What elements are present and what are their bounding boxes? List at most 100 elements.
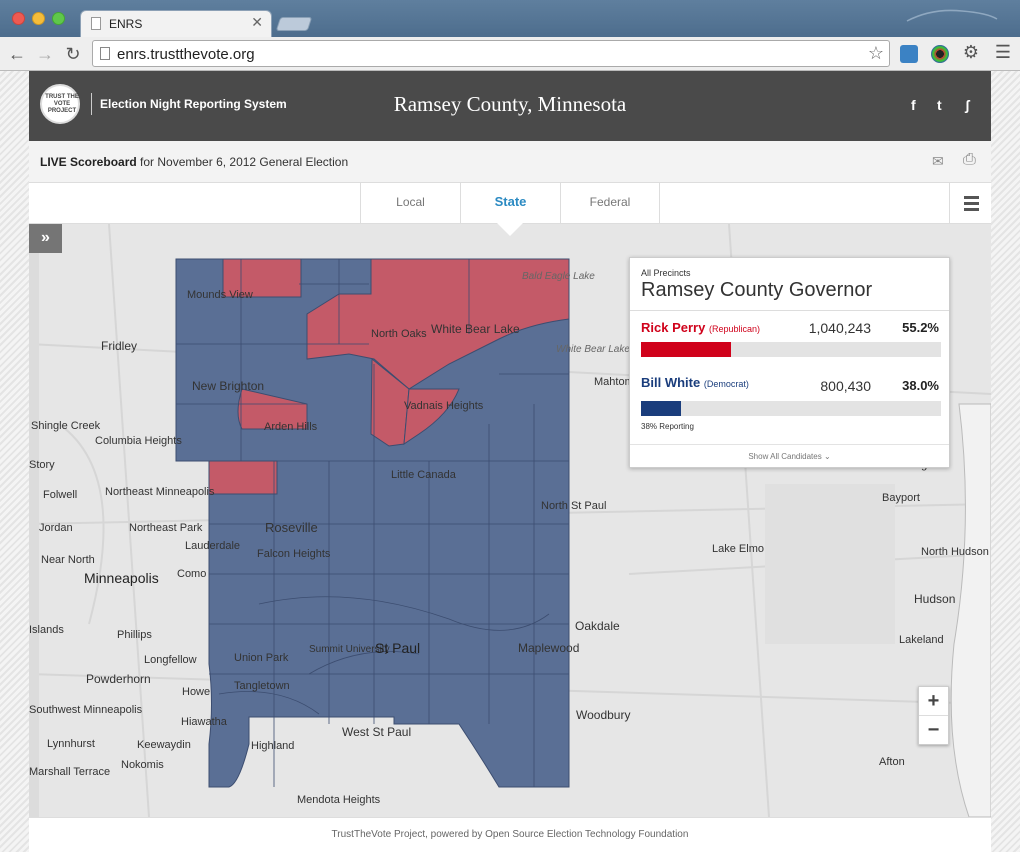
map-label: Mendota Heights: [297, 794, 381, 806]
print-icon[interactable]: ⎙: [963, 151, 976, 168]
reload-button[interactable]: ↻: [65, 44, 81, 64]
map-canvas[interactable]: [29, 224, 991, 817]
close-window-button[interactable]: [12, 12, 25, 25]
map-label: Shingle Creek: [31, 420, 101, 432]
forward-button[interactable]: →: [36, 44, 54, 64]
trust-the-vote-logo[interactable]: TRUST THE VOTE PROJECT: [40, 84, 80, 124]
candidate-votes: 1,040,243: [808, 320, 871, 336]
map-label: Afton: [879, 756, 905, 768]
map-label: Near North: [41, 554, 95, 566]
page-title: Ramsey County, Minnesota: [393, 92, 627, 116]
map-label: New Brighton: [192, 379, 265, 393]
map-label: Jordan: [39, 522, 73, 534]
email-icon[interactable]: ✉: [932, 153, 944, 169]
map-label: St Paul: [375, 640, 421, 656]
scoreboard-bar: LIVE Scoreboard for November 6, 2012 Gen…: [29, 141, 991, 183]
map-label: Arden Hills: [264, 421, 318, 433]
settings-gear-icon[interactable]: ⚙: [962, 42, 980, 62]
republican-precincts: [208, 258, 570, 495]
map-label: Lake Elmo: [712, 543, 764, 555]
tab-close-button[interactable]: ✕: [251, 14, 263, 30]
map-label: Highland: [251, 740, 295, 752]
vote-share-bar: [641, 342, 941, 357]
map-label: Longfellow: [144, 654, 197, 666]
scope-tabs: Local State Federal: [29, 183, 991, 224]
header-divider: [91, 93, 92, 115]
active-tab-pointer: [497, 223, 523, 236]
zoom-control: + −: [918, 686, 949, 745]
back-button[interactable]: ←: [8, 44, 26, 64]
map-label: Little Canada: [391, 469, 456, 481]
twitter-icon[interactable]: t: [937, 97, 942, 113]
list-view-icon[interactable]: [949, 183, 991, 224]
map-label: West St Paul: [342, 725, 412, 739]
map-label: Columbia Heights: [95, 435, 182, 447]
map-label: Northeast Park: [129, 522, 203, 534]
map-label: Lauderdale: [185, 540, 241, 552]
document-icon: [91, 17, 101, 30]
minimize-window-button[interactable]: [32, 12, 45, 25]
map-label: North Oaks: [371, 328, 427, 340]
enrs-app: TRUST THE VOTE PROJECT Election Night Re…: [29, 71, 991, 852]
map-label: North St Paul: [541, 500, 607, 512]
map-label: Hudson: [914, 592, 956, 606]
map-label: Powderhorn: [86, 672, 151, 686]
divider: [630, 310, 949, 311]
map-label: Southwest Minneapolis: [29, 704, 143, 716]
show-all-label: Show All Candidates: [748, 452, 822, 461]
chevron-down-icon: ⌄: [823, 452, 831, 461]
site-header: TRUST THE VOTE PROJECT Election Night Re…: [29, 71, 991, 141]
candidate-percent: 38.0%: [902, 378, 939, 393]
tab-state[interactable]: State: [460, 183, 560, 224]
results-panel: All Precincts Ramsey County Governor Ric…: [629, 257, 950, 468]
map-label: Howe: [182, 686, 211, 698]
logo-text: TRUST THE VOTE PROJECT: [45, 94, 79, 114]
new-tab-button[interactable]: [275, 17, 313, 31]
vote-share-fill: [641, 401, 681, 416]
color-picker-icon[interactable]: [931, 45, 949, 63]
tab-local[interactable]: Local: [360, 183, 460, 224]
map-label: Bald Eagle Lake: [522, 271, 595, 282]
page-icon: [100, 47, 110, 60]
map-label: Phillips: [117, 629, 152, 641]
map-label: Bayport: [882, 492, 920, 504]
map-label: Hiawatha: [181, 716, 227, 728]
zoom-in-button[interactable]: +: [919, 687, 948, 716]
map-label: Lakeland: [899, 634, 944, 646]
candidate-percent: 55.2%: [902, 320, 939, 335]
map-label: Tangletown: [234, 680, 290, 692]
map-label: Mounds View: [187, 289, 253, 301]
browser-titlebar: ENRS ✕: [0, 0, 1020, 38]
vote-share-bar: [641, 401, 941, 416]
page-footer: TrustTheVote Project, powered by Open So…: [29, 817, 991, 852]
map-label: White Bear Lake: [431, 322, 520, 336]
menu-icon[interactable]: ☰: [994, 42, 1012, 62]
map-label: Union Park: [234, 652, 289, 664]
bookmark-star-icon[interactable]: ☆: [867, 43, 884, 63]
browser-tab[interactable]: ENRS ✕: [80, 10, 272, 38]
extension-icon[interactable]: [900, 45, 918, 63]
map-label: Islands: [29, 624, 64, 636]
map-label: Folwell: [43, 489, 78, 501]
show-all-candidates-link[interactable]: Show All Candidates ⌄: [630, 444, 949, 468]
map-label: White Bear Lake: [556, 344, 630, 355]
expand-panel-button[interactable]: »: [29, 224, 62, 253]
zoom-window-button[interactable]: [52, 12, 65, 25]
url-text[interactable]: enrs.trustthevote.org: [117, 46, 255, 63]
tab-federal[interactable]: Federal: [560, 183, 660, 224]
map-label: North Hudson: [921, 546, 989, 558]
address-bar[interactable]: enrs.trustthevote.org ☆: [92, 40, 890, 67]
precinct-filter-label: All Precincts: [641, 268, 691, 278]
map-label: Marshall Terrace: [29, 766, 111, 778]
zoom-out-button[interactable]: −: [927, 719, 940, 741]
rss-icon[interactable]: ʃ: [965, 97, 970, 113]
facebook-icon[interactable]: f: [911, 97, 916, 113]
map-label: Maplewood: [518, 641, 580, 655]
map-label: Lynnhurst: [47, 738, 95, 750]
live-label: LIVE Scoreboard: [40, 155, 137, 169]
map-label: Story: [29, 459, 55, 471]
map-label: Falcon Heights: [257, 548, 331, 560]
map-label: Como: [177, 568, 207, 580]
system-name: Election Night Reporting System: [100, 97, 287, 111]
map-label: Woodbury: [576, 708, 631, 722]
